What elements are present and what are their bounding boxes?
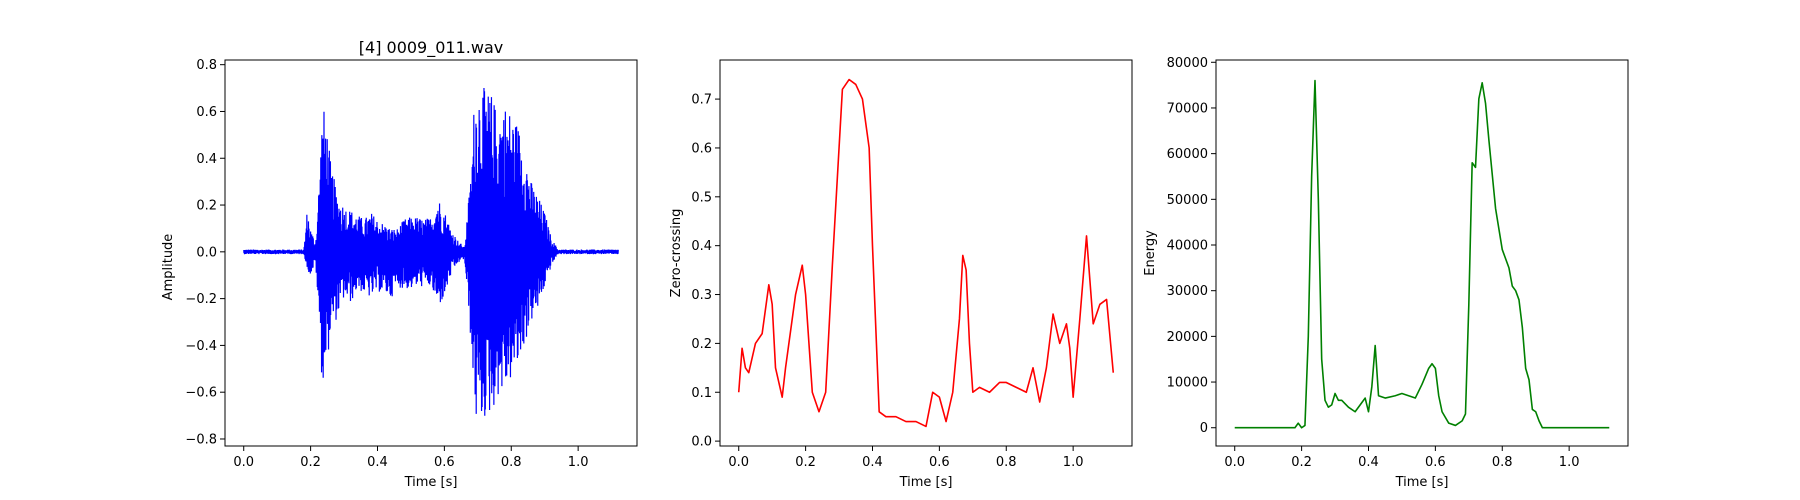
energy-y-tick-label: 10000 bbox=[1167, 376, 1208, 391]
energy-x-axis-label: Time [s] bbox=[1395, 475, 1449, 490]
energy-series-line bbox=[1234, 79, 1610, 429]
waveform-y-tick-label: −0.6 bbox=[185, 386, 217, 401]
zero-crossing-y-tick-label: 0.5 bbox=[691, 190, 712, 205]
energy-y-axis-label: Energy bbox=[1143, 230, 1158, 276]
zero-crossing-y-tick-label: 0.7 bbox=[691, 93, 712, 108]
zero-crossing-y-tick-label: 0.6 bbox=[691, 141, 712, 156]
waveform-x-tick-label: 0.8 bbox=[501, 455, 522, 470]
waveform-series-line bbox=[243, 87, 619, 416]
zero-crossing-x-tick-label: 0.6 bbox=[929, 455, 950, 470]
waveform-y-axis-label: Amplitude bbox=[161, 234, 176, 301]
waveform-x-tick-label: 0.4 bbox=[367, 455, 388, 470]
waveform-y-tick-label: −0.2 bbox=[185, 292, 217, 307]
zero-crossing-x-axis-label: Time [s] bbox=[899, 475, 953, 490]
waveform-y-tick-label: 0.4 bbox=[196, 152, 217, 167]
energy-x-tick-label: 0.0 bbox=[1224, 455, 1245, 470]
energy-y-tick-label: 70000 bbox=[1167, 101, 1208, 116]
waveform-y-tick-label: −0.4 bbox=[185, 339, 217, 354]
energy-data-layer bbox=[1234, 79, 1610, 429]
zero-crossing-series-line bbox=[737, 78, 1115, 428]
waveform-tick-layer: 0.0 0.2 0.4 0.6 0.8 1.0 −0.8 −0.6 −0.4 −0.2 0.0 0.2… bbox=[185, 58, 588, 470]
zero-crossing-y-tick-label: 0.2 bbox=[691, 337, 712, 352]
waveform-x-axis-label: Time [s] bbox=[404, 475, 458, 490]
zero-crossing-panel: Zero-crossing Time [s] 0.0 0.2 0.4 0.6 0.8 1.… bbox=[669, 59, 1133, 490]
waveform-y-tick-label: 0.0 bbox=[196, 245, 217, 260]
zero-crossing-x-tick-label: 0.2 bbox=[795, 455, 816, 470]
zero-crossing-x-tick-label: 0.4 bbox=[862, 455, 883, 470]
waveform-plot-frame bbox=[224, 59, 638, 447]
energy-y-tick-label: 30000 bbox=[1167, 284, 1208, 299]
energy-x-tick-label: 0.6 bbox=[1425, 455, 1446, 470]
zero-crossing-x-tick-label: 0.0 bbox=[728, 455, 749, 470]
waveform-y-tick-label: 0.6 bbox=[196, 105, 217, 120]
energy-y-tick-label: 20000 bbox=[1167, 330, 1208, 345]
waveform-panel: [4] 0009_011.wav Amplitude Time [s] 0.0 0… bbox=[161, 38, 638, 490]
zero-crossing-plot-frame bbox=[719, 59, 1133, 447]
energy-x-tick-label: 0.4 bbox=[1358, 455, 1379, 470]
energy-y-tick-label: 0 bbox=[1200, 421, 1208, 436]
zero-crossing-x-tick-label: 1.0 bbox=[1063, 455, 1084, 470]
zero-crossing-y-axis-label: Zero-crossing bbox=[669, 209, 684, 298]
waveform-x-tick-label: 0.2 bbox=[300, 455, 321, 470]
waveform-y-tick-label: 0.2 bbox=[196, 199, 217, 214]
waveform-x-tick-label: 0.6 bbox=[434, 455, 455, 470]
zero-crossing-tick-layer: 0.0 0.2 0.4 0.6 0.8 1.0 0.0 0.1 0.2 0.3 0.4 0.5 0.6 0… bbox=[691, 93, 1083, 470]
energy-panel: Energy Time [s] 0.0 0.2 0.4 0.6 0.8 1.0 0 10000… bbox=[1143, 56, 1629, 490]
energy-y-tick-label: 40000 bbox=[1167, 239, 1208, 254]
energy-y-tick-label: 60000 bbox=[1167, 147, 1208, 162]
waveform-x-tick-label: 0.0 bbox=[233, 455, 254, 470]
waveform-data-layer bbox=[243, 87, 619, 416]
waveform-y-tick-label: 0.8 bbox=[196, 58, 217, 73]
waveform-y-tick-label: −0.8 bbox=[185, 432, 217, 447]
zero-crossing-y-tick-label: 0.3 bbox=[691, 288, 712, 303]
energy-x-tick-label: 0.8 bbox=[1492, 455, 1513, 470]
energy-plot-frame bbox=[1215, 59, 1629, 447]
energy-x-tick-label: 1.0 bbox=[1559, 455, 1580, 470]
waveform-title: [4] 0009_011.wav bbox=[359, 38, 503, 58]
energy-y-tick-label: 50000 bbox=[1167, 193, 1208, 208]
zero-crossing-y-tick-label: 0.1 bbox=[691, 386, 712, 401]
energy-x-tick-label: 0.2 bbox=[1291, 455, 1312, 470]
zero-crossing-x-tick-label: 0.8 bbox=[996, 455, 1017, 470]
energy-y-tick-label: 80000 bbox=[1167, 56, 1208, 71]
zero-crossing-y-tick-label: 0.4 bbox=[691, 239, 712, 254]
waveform-x-tick-label: 1.0 bbox=[568, 455, 589, 470]
zero-crossing-y-tick-label: 0.0 bbox=[691, 435, 712, 450]
zero-crossing-data-layer bbox=[737, 78, 1115, 428]
energy-tick-layer: 0.0 0.2 0.4 0.6 0.8 1.0 0 10000 20000 30000 40000 5… bbox=[1167, 56, 1580, 470]
